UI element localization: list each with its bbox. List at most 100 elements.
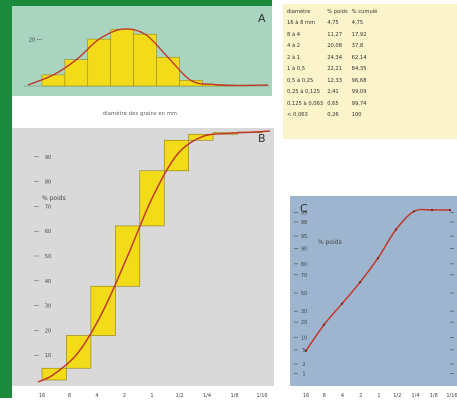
frequency-curve xyxy=(27,28,269,87)
y-tick-label: 20 xyxy=(29,37,35,43)
data-point xyxy=(394,228,398,231)
data-point xyxy=(376,257,380,260)
table-cell: 4,75 xyxy=(351,20,364,27)
table-cell: 96,68 xyxy=(351,77,367,84)
x-tick-label-b: 1/2 xyxy=(175,393,183,399)
y-tick-label: 5 xyxy=(302,348,305,354)
data-point xyxy=(448,208,452,212)
table-cell: 12,33 xyxy=(327,77,343,84)
table-cell: 84,35 xyxy=(351,66,367,73)
probability-chart: 99 98 95 90 80 70 50 30 20 10 5 2 1 % poids xyxy=(294,208,454,377)
table-cell: 1 à 0,5 xyxy=(287,66,306,73)
data-point xyxy=(340,302,344,305)
table-cell: 99,09 xyxy=(351,89,367,96)
table-cell: < 0,063 xyxy=(287,112,308,119)
table-cell: 11,27 xyxy=(327,31,343,38)
histogram-bar xyxy=(110,28,134,87)
x-tick-label-c: 1 xyxy=(377,393,380,399)
table-cell: 24,34 xyxy=(327,54,343,61)
table-row: 0,5 à 0,25 12,33 96,68 xyxy=(287,75,381,87)
table-row: 8 à 4 11,27 17,92 xyxy=(287,29,381,41)
cumulative-curve xyxy=(37,130,271,383)
panel-a-caption: diamètre des grains en mm xyxy=(102,111,178,117)
table-header-cell: % poids xyxy=(327,8,348,15)
table-row: 1 à 0,5 22,21 84,35 xyxy=(287,64,381,76)
table-cell: 100 xyxy=(351,112,362,119)
y-tick-label: 50 xyxy=(45,254,51,260)
probability-curve xyxy=(305,208,451,352)
table-row: 4 à 2 20,08 37,8 xyxy=(287,41,381,53)
histogram-bar xyxy=(156,56,180,87)
table-cell: 22,21 xyxy=(327,66,343,73)
y-tick-label: 70 xyxy=(45,204,51,210)
green-side-bar xyxy=(0,0,12,398)
panel-c-letter: C xyxy=(300,202,308,215)
x-tick-label-b: 4 xyxy=(95,393,98,399)
table-cell: 8 à 4 xyxy=(287,31,301,38)
data-point xyxy=(322,323,326,326)
histogram-bar xyxy=(41,74,66,87)
table-cell: 2,41 xyxy=(327,89,339,96)
table-cell: 99,74 xyxy=(351,100,367,107)
x-tick-label-b: 8 xyxy=(68,393,71,399)
table-cell: 17,92 xyxy=(351,31,367,38)
y-tick-label: 70 xyxy=(301,273,307,279)
table-cell: 0,125 à 0,063 xyxy=(287,100,324,107)
histogram-chart: 20 xyxy=(24,28,270,87)
table-body: 16 à 8 mm 4,75 4,75 8 à 4 11,27 17,92 4 à 2 20,… xyxy=(287,18,381,122)
x-tick-label-c: 1/8 xyxy=(430,393,438,399)
x-tick-label-b: 1/4 xyxy=(203,393,211,399)
table-cell: 0,5 à 0,25 xyxy=(287,77,314,84)
table-row: < 0,063 0,26 100 xyxy=(287,110,381,122)
x-tick-label-c: 16 xyxy=(303,393,309,399)
table-cell: 62,14 xyxy=(351,54,367,61)
x-tick-label-b: 1 xyxy=(150,393,153,399)
y-tick-label: 10 xyxy=(301,335,307,341)
panel-c-probability: 99 98 95 90 80 70 50 30 20 10 5 2 1 % poids C xyxy=(290,196,457,386)
data-point xyxy=(358,281,362,284)
y-tick-label: 50 xyxy=(301,291,307,297)
x-tick-label-b: 2 xyxy=(123,393,126,399)
data-point xyxy=(412,210,416,213)
panel-a-letter: A xyxy=(258,12,266,25)
table-cell: 4 à 2 xyxy=(287,43,301,50)
y-tick-label: 30 xyxy=(45,304,51,310)
y-tick-label: 95 xyxy=(301,234,307,240)
x-tick-label-c: 1/16 xyxy=(446,393,457,399)
table-cell: 0,25 à 0,125 xyxy=(287,89,320,96)
table-row: 0,125 à 0,063 0,65 99,74 xyxy=(287,98,381,110)
table-row: 2 à 1 24,34 62,14 xyxy=(287,52,381,64)
x-tick-label-b: 1/8 xyxy=(230,393,238,399)
x-tick-label-c: 1/4 xyxy=(411,393,419,399)
table-cell: 0,26 xyxy=(327,112,339,119)
y-tick-label: 90 xyxy=(45,155,51,161)
cumulative-chart: 90 80 70 60 50 40 30 20 10 % poids xyxy=(34,130,271,383)
table-cell: 4,75 xyxy=(327,20,339,27)
table-row: 16 à 8 mm 4,75 4,75 xyxy=(287,18,381,30)
y-tick-label: 98 xyxy=(301,220,307,226)
y-tick-label: 20 xyxy=(301,320,307,326)
table-cell: 2 à 1 xyxy=(287,54,301,61)
table-cell: 16 à 8 mm xyxy=(287,20,316,27)
table-cell: 0,65 xyxy=(327,100,339,107)
green-top-bar xyxy=(0,0,272,6)
bottom-axis: 16 8 4 2 1 1/2 1/4 1/8 1/16 16 8 4 2 1 1/2 1/4 1/8 1/16 xyxy=(39,393,457,399)
panel-b-cumulative: 90 80 70 60 50 40 30 20 10 % poids B xyxy=(12,128,274,386)
data-table: diamètre % poids% cumulé 16 à 8 mm 4,75 4,7… xyxy=(287,6,381,121)
x-tick-label-c: 1/2 xyxy=(393,393,401,399)
y-tick-label: 1 xyxy=(302,371,305,377)
y-tick-label: 10 xyxy=(45,353,51,359)
y-tick-label: 40 xyxy=(45,279,51,285)
table-cell: 37,8 xyxy=(351,43,364,50)
table-header-row: diamètre % poids% cumulé xyxy=(287,6,381,18)
table-row: 0,25 à 0,125 2,41 99,09 xyxy=(287,87,381,99)
table-header-cell: diamètre xyxy=(287,8,311,15)
x-tick-label-c: 2 xyxy=(359,393,362,399)
x-tick-label-b: 1/16 xyxy=(256,393,267,399)
data-point xyxy=(304,349,308,352)
y-tick-label: 99 xyxy=(301,211,307,217)
y-tick-label: 2 xyxy=(302,362,305,368)
y-tick-label: 80 xyxy=(301,262,307,268)
y-tick-label: 30 xyxy=(301,309,307,315)
